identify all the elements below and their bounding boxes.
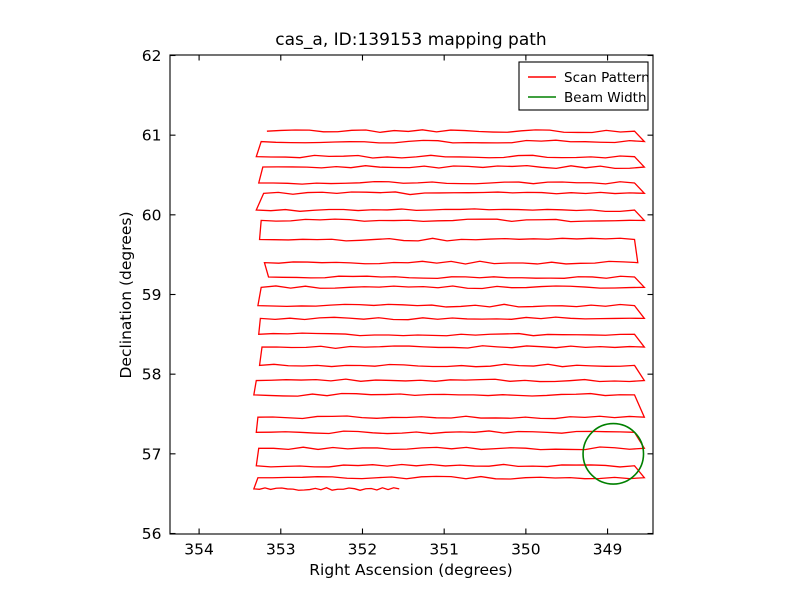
x-tick-label: 351	[429, 541, 459, 559]
beam-width-circle	[582, 422, 645, 485]
y-axis-ticks: 56 57 58 59 60 61 62	[142, 47, 653, 543]
x-tick-label: 349	[593, 541, 623, 559]
y-tick-label: 62	[142, 47, 162, 65]
x-tick-label: 352	[348, 541, 378, 559]
y-tick-label: 56	[142, 525, 162, 543]
y-tick-label: 59	[142, 286, 162, 304]
x-axis-ticks: 354 353 352 351 350 349	[184, 55, 623, 559]
y-axis-label: Declination (degrees)	[117, 211, 135, 378]
y-tick-label: 58	[142, 366, 162, 384]
legend-box	[518, 61, 649, 111]
axes-frame	[169, 54, 654, 535]
y-tick-label: 57	[142, 445, 162, 463]
scan-pattern-polyline	[252, 129, 646, 491]
y-tick-label: 60	[142, 206, 162, 224]
legend-label-scan-pattern: Scan Pattern	[564, 70, 650, 86]
x-tick-label: 353	[266, 541, 296, 559]
x-tick-label: 350	[511, 541, 541, 559]
legend-label-beam-width: Beam Width	[564, 90, 647, 106]
x-axis-label: Right Ascension (degrees)	[309, 561, 512, 579]
legend: Scan Pattern Beam Width	[518, 61, 650, 111]
x-tick-label: 354	[184, 541, 214, 559]
page-title: cas_a, ID:139153 mapping path	[275, 30, 546, 50]
y-tick-label: 61	[142, 127, 162, 145]
